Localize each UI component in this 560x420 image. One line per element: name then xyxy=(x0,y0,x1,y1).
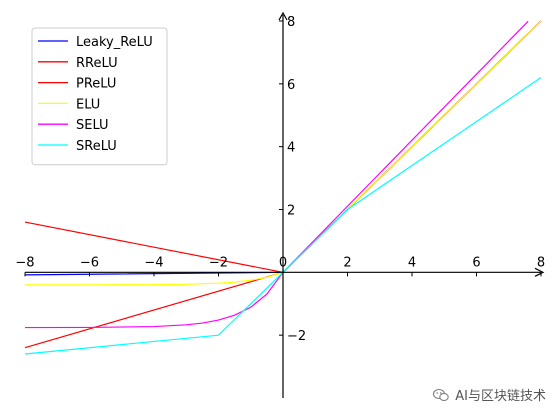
y-tick-label: −2 xyxy=(287,329,306,344)
x-tick-label: −4 xyxy=(144,255,163,270)
x-tick-label: −2 xyxy=(209,255,228,270)
series-line-selu xyxy=(24,20,529,329)
x-tick-label: 0 xyxy=(279,255,287,270)
x-tick-label: 8 xyxy=(537,255,545,270)
wechat-icon xyxy=(433,388,449,401)
y-tick-label: 8 xyxy=(287,15,295,30)
series-line-elu xyxy=(24,20,542,286)
legend-label: Leaky_ReLU xyxy=(76,35,153,50)
legend-label: SELU xyxy=(76,118,109,133)
legend-label: ELU xyxy=(76,97,100,112)
y-tick-label: 4 xyxy=(287,141,295,156)
x-axis-arrow xyxy=(534,267,545,277)
legend-label: SReLU xyxy=(76,139,117,154)
x-tick-label: 2 xyxy=(343,255,351,270)
x-tick-label: 4 xyxy=(408,255,416,270)
x-tick-label: −8 xyxy=(15,255,34,270)
y-tick-label: 2 xyxy=(287,204,295,219)
y-tick-label: 6 xyxy=(287,78,295,93)
watermark: AI与区块链技术 xyxy=(433,385,546,404)
legend-label: RReLU xyxy=(76,56,118,71)
x-tick-label: −6 xyxy=(80,255,99,270)
legend-label: PReLU xyxy=(76,77,116,92)
x-tick-label: 6 xyxy=(472,255,480,270)
y-axis-arrow xyxy=(278,11,288,21)
watermark-text: AI与区块链技术 xyxy=(455,389,546,404)
